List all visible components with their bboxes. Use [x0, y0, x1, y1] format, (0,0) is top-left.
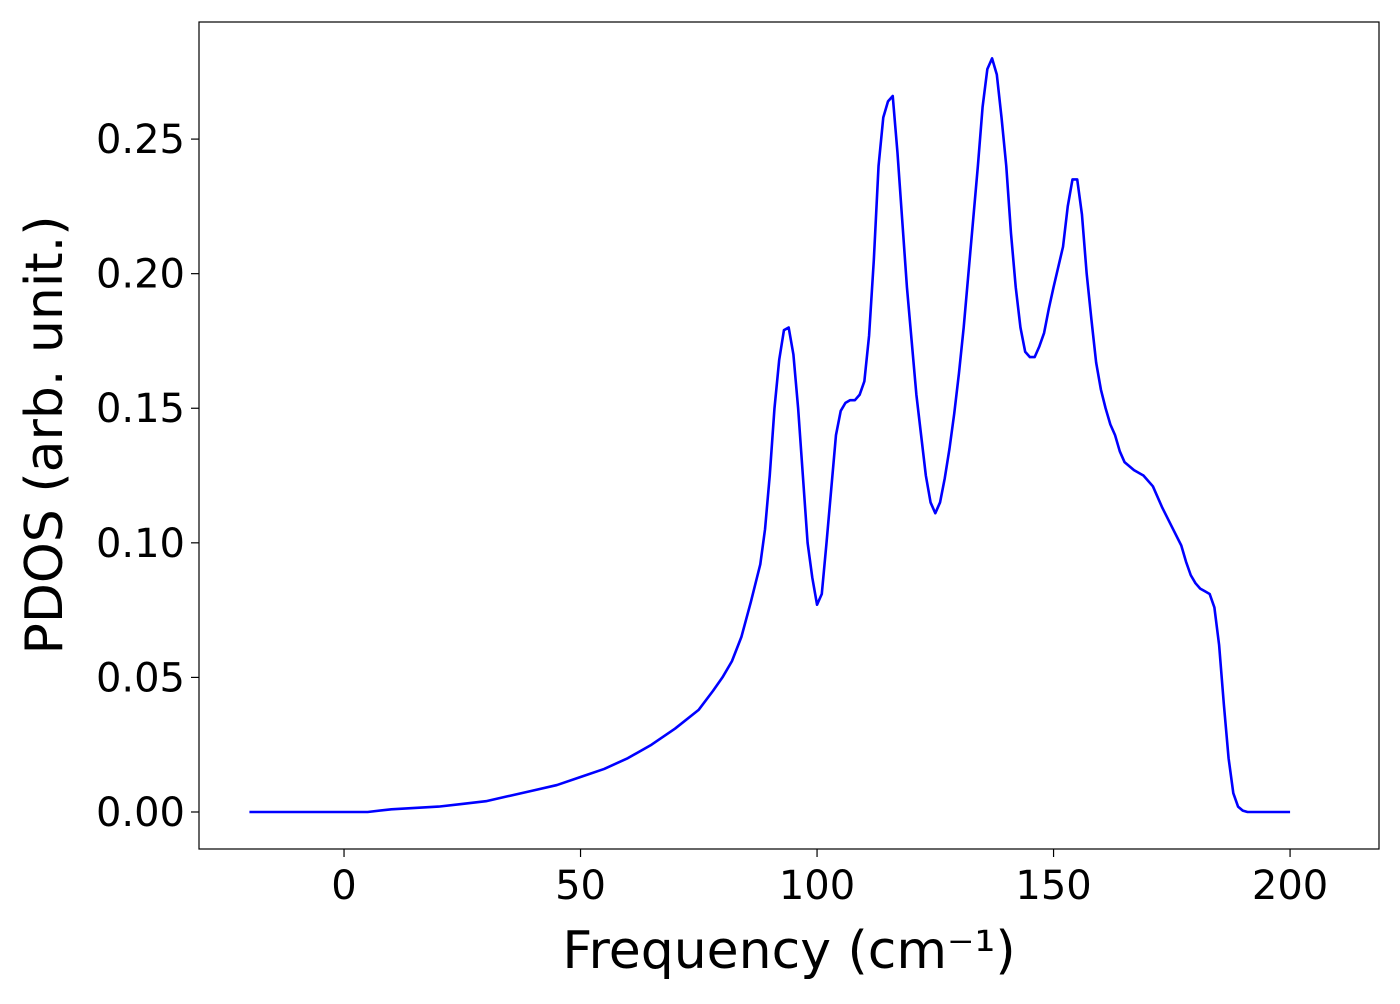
- y-tick-label: 0.05: [96, 655, 185, 701]
- x-tick-label: 150: [1015, 863, 1091, 909]
- y-tick-label: 0.25: [96, 117, 185, 163]
- x-tick-label: 200: [1252, 863, 1328, 909]
- y-tick-label: 0.10: [96, 521, 185, 567]
- y-axis-label: PDOS (arb. unit.): [15, 215, 75, 654]
- y-tick-label: 0.00: [96, 790, 185, 836]
- x-tick-label: 0: [331, 863, 356, 909]
- x-tick-label: 100: [779, 863, 855, 909]
- data-line: [249, 57, 1291, 814]
- x-axis-label: Frequency (cm⁻¹): [562, 921, 1015, 981]
- x-tick-label: 50: [555, 863, 606, 909]
- plot-frame: [198, 21, 1380, 850]
- y-tick-label: 0.15: [96, 386, 185, 432]
- y-tick-label: 0.20: [96, 252, 185, 298]
